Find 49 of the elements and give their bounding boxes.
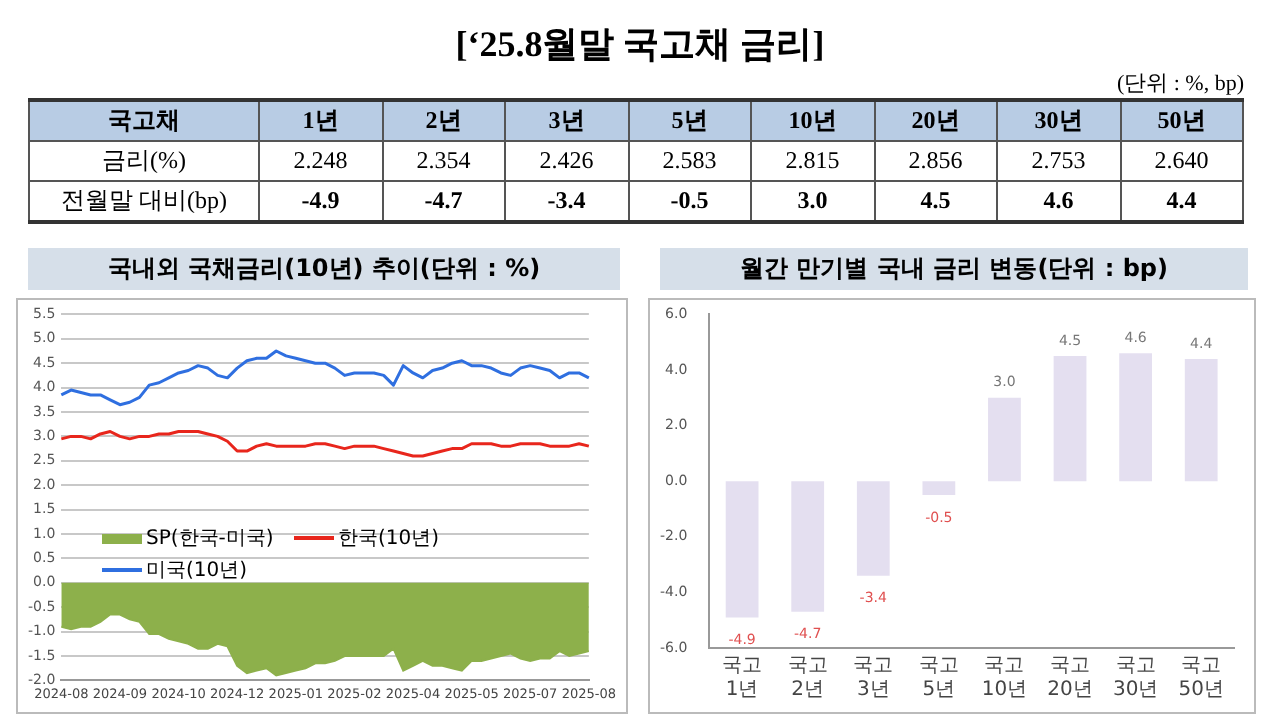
- x-tick-label: 국고 5년: [918, 655, 959, 702]
- legend-label: 미국(10년): [146, 558, 248, 584]
- data-label: 2.815: [751, 141, 874, 181]
- bar: [988, 397, 1021, 482]
- category-label: 20년: [874, 100, 997, 141]
- bar: [1119, 353, 1153, 482]
- category-label: 1년: [259, 100, 382, 141]
- chart-title: 월간 만기별 국내 금리 변동(단위 : bp): [660, 248, 1248, 290]
- category-label: 10년: [751, 100, 874, 141]
- data-label: 4.4: [1120, 181, 1243, 222]
- legend-label: SP(한국-미국): [146, 526, 274, 552]
- x-tick-label: 국고 3년: [853, 655, 894, 702]
- data-label: 4.6: [997, 181, 1120, 222]
- category-label: 30년: [997, 100, 1120, 141]
- bar: [725, 481, 759, 618]
- category-label: 2년: [382, 100, 505, 141]
- category-label: 5년: [628, 100, 751, 141]
- data-label: 2.753: [997, 141, 1120, 181]
- chart-title: 국내외 국채금리(10년) 추이(단위 : %): [28, 248, 620, 290]
- data-label: 2.583: [628, 141, 751, 181]
- bar: [791, 481, 825, 612]
- data-label: 4.5: [874, 181, 997, 222]
- x-tick-label: 국고 30년: [1112, 655, 1159, 702]
- x-tick-label: 국고 2년: [787, 655, 828, 702]
- bar: [1053, 356, 1087, 482]
- data-label: -4.9: [259, 181, 382, 222]
- bar: [1184, 358, 1218, 482]
- text: 국고채: [29, 100, 259, 141]
- data-label: 2.856: [874, 141, 997, 181]
- text: [‘25.8월말 국고채 금리]: [453, 22, 827, 68]
- x-tick-label: 국고 1년: [722, 655, 763, 702]
- x-tick-label: 국고 50년: [1178, 655, 1224, 702]
- data-label: -3.4: [505, 181, 628, 222]
- x-tick-label: 국고 10년: [981, 655, 1028, 702]
- category-label: 50년: [1120, 100, 1243, 141]
- x-tick-label: 국고 20년: [1047, 655, 1093, 702]
- category-label: 3년: [505, 100, 628, 141]
- data-label: -4.7: [382, 181, 505, 222]
- bar: [922, 481, 956, 496]
- bar: [856, 481, 890, 576]
- legend-label: 한국(10년): [338, 526, 440, 552]
- text: (단위 : %, bp): [1114, 70, 1246, 98]
- data-label: 2.354: [382, 141, 505, 181]
- data-label: 2.248: [259, 141, 382, 181]
- data-label: 2.426: [505, 141, 628, 181]
- data-label: 3.0: [751, 181, 874, 222]
- data-label: 2.640: [1120, 141, 1243, 181]
- text: 전월말 대비(bp): [29, 181, 259, 222]
- text: 금리(%): [29, 141, 259, 181]
